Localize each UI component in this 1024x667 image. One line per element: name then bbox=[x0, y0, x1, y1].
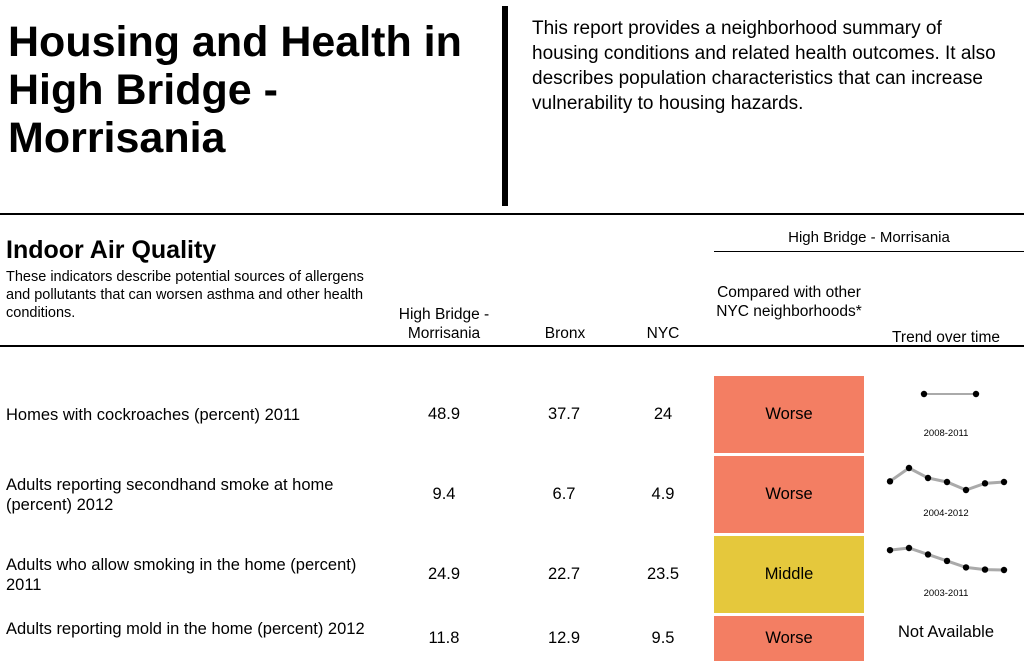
column-header-trend: Trend over time bbox=[892, 329, 1000, 346]
report-title: Housing and Health in High Bridge - Morr… bbox=[8, 18, 462, 162]
column-header-nyc: NYC bbox=[646, 325, 680, 342]
section-title: Indoor Air Quality bbox=[6, 236, 217, 264]
trend-point bbox=[943, 557, 951, 565]
row-value-nyc: 23.5 bbox=[646, 565, 680, 583]
trend-point bbox=[905, 464, 913, 472]
compare-cell: Worse bbox=[714, 456, 864, 533]
trend-point bbox=[981, 480, 989, 487]
trend-point bbox=[943, 478, 951, 486]
row-value-area: 24.9 bbox=[427, 565, 461, 583]
trend-cell: 2003-2011 bbox=[872, 542, 1020, 599]
compare-cell: Worse bbox=[714, 376, 864, 453]
row-value-bronx: 22.7 bbox=[547, 565, 581, 583]
trend-period-label: 2003-2011 bbox=[923, 588, 969, 599]
trend-point bbox=[1000, 566, 1008, 574]
group-header: High Bridge - Morrisania bbox=[788, 229, 950, 246]
trend-point bbox=[920, 390, 928, 398]
group-header-rule bbox=[714, 251, 1024, 252]
trend-sparkline bbox=[886, 464, 1008, 494]
table-header-rule bbox=[0, 345, 1024, 347]
trend-cell: 2008-2011 bbox=[872, 382, 1020, 439]
trend-sparkline bbox=[920, 390, 980, 398]
row-value-bronx: 6.7 bbox=[552, 485, 576, 503]
row-value-area: 9.4 bbox=[432, 485, 456, 503]
row-value-nyc: 24 bbox=[653, 405, 673, 423]
section-description: These indicators describe potential sour… bbox=[6, 269, 364, 321]
trend-point bbox=[962, 486, 970, 494]
trend-point bbox=[962, 564, 970, 571]
compare-cell: Middle bbox=[714, 536, 864, 613]
trend-period-label: 2004-2012 bbox=[923, 508, 969, 519]
compare-cell: Worse bbox=[714, 616, 864, 661]
header-rule bbox=[0, 213, 1024, 215]
trend-point bbox=[886, 546, 894, 554]
row-value-bronx: 37.7 bbox=[547, 405, 581, 423]
row-label-mold: Adults reporting mold in the home (perce… bbox=[6, 620, 365, 638]
column-header-bronx: Bronx bbox=[544, 325, 586, 342]
row-label-allow-smoking: Adults who allow smoking in the home (pe… bbox=[6, 556, 357, 594]
row-value-area: 48.9 bbox=[427, 405, 461, 423]
trend-cell: 2004-2012 bbox=[872, 462, 1020, 519]
report-intro: This report provides a neighborhood summ… bbox=[532, 18, 996, 114]
trend-period-label: 2008-2011 bbox=[923, 428, 969, 439]
header-divider bbox=[502, 6, 508, 206]
row-label-secondhand-smoke: Adults reporting secondhand smoke at hom… bbox=[6, 476, 334, 514]
row-value-nyc: 4.9 bbox=[651, 485, 675, 503]
row-value-bronx: 12.9 bbox=[547, 629, 581, 647]
row-value-nyc: 9.5 bbox=[651, 629, 675, 647]
trend-point bbox=[981, 566, 989, 573]
trend-point bbox=[1000, 478, 1008, 486]
row-label-cockroaches: Homes with cockroaches (percent) 2011 bbox=[6, 406, 301, 424]
trend-not-available: Not Available bbox=[897, 623, 994, 641]
trend-point bbox=[924, 551, 932, 558]
row-value-area: 11.8 bbox=[428, 629, 460, 647]
trend-sparkline bbox=[886, 544, 1008, 574]
trend-point bbox=[905, 544, 913, 552]
column-header-area: High Bridge - Morrisania bbox=[398, 306, 490, 342]
trend-point bbox=[972, 390, 980, 398]
trend-point bbox=[886, 478, 894, 485]
trend-point bbox=[924, 474, 932, 482]
column-header-compare: Compared with other NYC neighborhoods* bbox=[716, 284, 862, 320]
